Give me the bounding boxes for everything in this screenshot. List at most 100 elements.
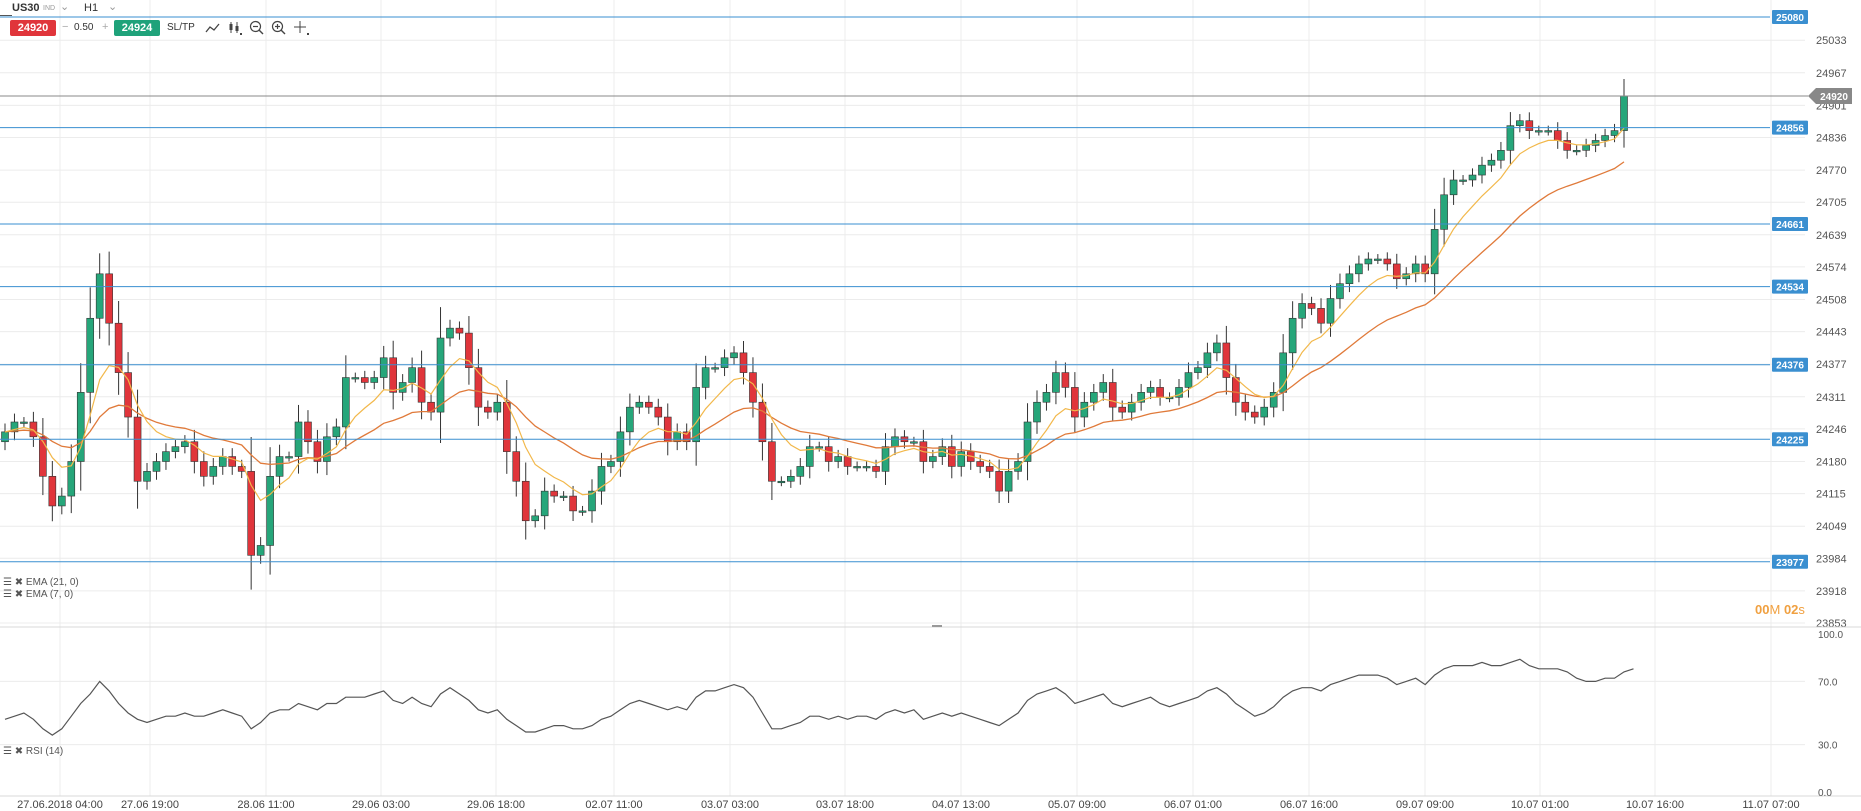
zoom-in-icon[interactable]: [271, 20, 287, 36]
y-tick-label: 24180: [1816, 456, 1847, 468]
candle-body: [351, 377, 360, 380]
menu-icon[interactable]: ☰: [3, 589, 12, 600]
candle-body: [408, 367, 416, 383]
rsi-legend[interactable]: ☰ ✖ RSI (14): [3, 746, 63, 757]
candle-body: [133, 416, 142, 482]
candle-body: [162, 451, 170, 462]
y-tick-label: 24115: [1816, 489, 1846, 501]
candle-body: [1033, 401, 1041, 423]
candle-body: [152, 461, 161, 472]
candle-body: [1184, 372, 1193, 388]
candle-body: [1525, 120, 1534, 131]
sell-button[interactable]: 24920: [10, 20, 56, 36]
candle-body: [1383, 258, 1392, 265]
candle-body: [1506, 125, 1515, 151]
candle-body: [1326, 298, 1335, 324]
timer-minutes: 00: [1755, 602, 1770, 617]
candle-body: [67, 461, 76, 497]
candle-body: [853, 466, 861, 469]
candle-body: [1108, 382, 1117, 408]
y-tick-label: 24967: [1816, 68, 1847, 80]
buy-button[interactable]: 24924: [114, 20, 160, 36]
candle-body: [976, 461, 984, 467]
candle-body: [389, 357, 397, 393]
candle-body: [275, 456, 284, 477]
close-icon[interactable]: ✖: [14, 577, 24, 588]
lot-plus-button[interactable]: +: [102, 21, 109, 33]
candle-body: [872, 466, 880, 472]
menu-icon[interactable]: ☰: [3, 577, 12, 588]
candle-body: [1052, 372, 1060, 393]
ema7-label: EMA (7, 0): [25, 589, 74, 600]
candle-body: [1355, 263, 1363, 275]
sltp-button[interactable]: SL/TP: [167, 22, 195, 33]
timeframe-chevron-icon[interactable]: ⌄: [108, 1, 118, 13]
lot-minus-button[interactable]: −: [62, 21, 69, 33]
chart-toolbar: US30 IND ⌄ H1 ⌄ 24920 − 0.50 + 24924 SL/…: [0, 0, 1861, 40]
candle-body: [1127, 401, 1136, 413]
timer-seconds: 02: [1783, 602, 1799, 617]
candle-body: [1449, 179, 1458, 196]
candle-body: [749, 372, 757, 403]
close-icon[interactable]: ✖: [14, 746, 24, 757]
y-tick-label: 24049: [1816, 521, 1847, 533]
candle-body: [1288, 317, 1297, 354]
symbol-chevron-icon[interactable]: ⌄: [60, 1, 70, 13]
candle-body: [20, 421, 28, 424]
candle-body: [929, 456, 937, 462]
price-level-label: 23977: [1776, 558, 1804, 569]
candle-body: [1118, 406, 1127, 413]
crosshair-icon[interactable]: [293, 20, 311, 36]
candle-body: [86, 317, 95, 393]
price-level-badge: [1772, 357, 1808, 372]
y-tick-label: 23984: [1816, 553, 1847, 565]
candle-body: [1553, 130, 1562, 141]
candle-body: [143, 471, 151, 482]
candle-body: [114, 322, 123, 373]
y-tick-label: 24770: [1816, 165, 1847, 177]
timeframe-selector[interactable]: H1: [84, 2, 99, 14]
candle-body: [474, 367, 483, 408]
price-level-label: 24376: [1776, 361, 1804, 372]
ema21-label: EMA (21, 0): [25, 577, 79, 588]
zoom-out-icon[interactable]: [249, 20, 265, 36]
y-tick-label: 24639: [1816, 230, 1847, 242]
candle-body: [1516, 120, 1524, 126]
x-tick-label: 06.07 16:00: [1280, 799, 1338, 811]
close-icon[interactable]: ✖: [14, 589, 24, 600]
candle-body: [645, 401, 653, 408]
candle-body: [1222, 342, 1231, 378]
symbol-name[interactable]: US30: [12, 2, 40, 14]
candle-body: [417, 367, 426, 403]
candle-type-icon[interactable]: [228, 20, 244, 36]
candle-body: [531, 515, 539, 522]
candle-body: [1260, 406, 1269, 418]
y-tick-label: 24246: [1816, 424, 1847, 436]
candle-body: [512, 451, 521, 482]
menu-icon[interactable]: ☰: [3, 746, 12, 757]
candle-body: [663, 416, 672, 443]
lot-size-input[interactable]: 0.50: [74, 22, 94, 33]
candle-body: [758, 401, 767, 443]
candle-body: [1194, 367, 1202, 373]
candle-body: [493, 401, 502, 413]
candle-body: [1345, 273, 1354, 284]
candle-body: [815, 446, 824, 449]
candle-body: [824, 446, 833, 462]
candle-body: [805, 446, 814, 467]
ema21-legend[interactable]: ☰ ✖ EMA (21, 0): [3, 577, 79, 588]
line-chart-icon[interactable]: [205, 21, 221, 35]
candle-body: [360, 377, 369, 383]
candle-body: [739, 352, 748, 373]
candle-body: [58, 495, 66, 507]
y-tick-label: 24311: [1816, 392, 1846, 404]
candle-body: [332, 426, 341, 438]
candle-body: [607, 461, 615, 467]
candle-body: [1137, 392, 1145, 403]
candle-body: [379, 357, 388, 378]
ema7-legend[interactable]: ☰ ✖ EMA (7, 0): [3, 589, 73, 600]
x-tick-label: 02.07 11:00: [585, 799, 642, 811]
rsi-tick-label: 30.0: [1818, 741, 1838, 752]
rsi-tick-label: 0.0: [1818, 788, 1832, 799]
